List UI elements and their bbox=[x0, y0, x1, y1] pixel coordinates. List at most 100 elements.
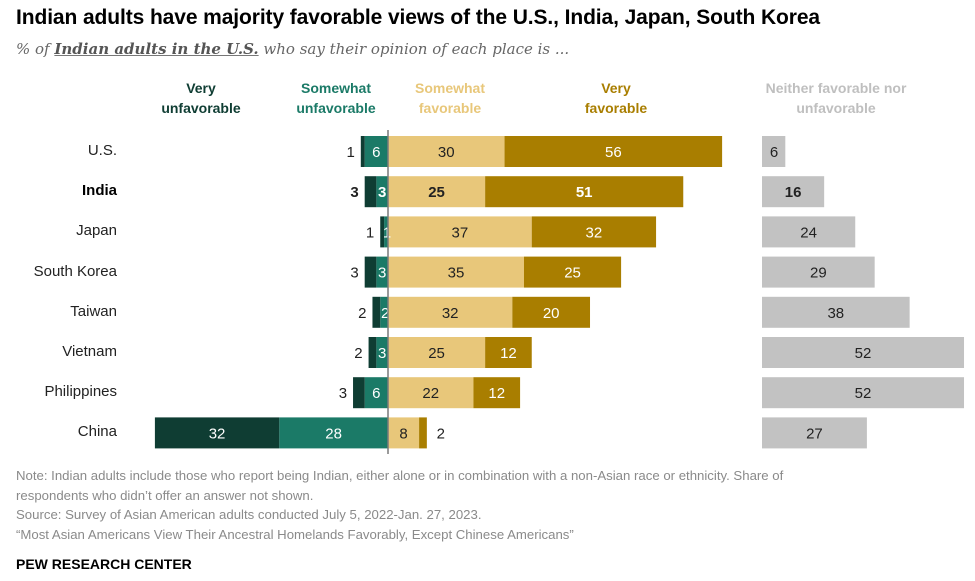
legend-label-line2: favorable bbox=[584, 100, 648, 116]
pew-research-center-logo: PEW RESEARCH CENTER bbox=[16, 556, 192, 572]
data-label-very-favorable: 32 bbox=[586, 224, 603, 241]
bar-somewhat-unfavorable bbox=[380, 296, 388, 328]
bar-somewhat-favorable bbox=[388, 256, 524, 288]
data-label-very-favorable: 2 bbox=[437, 425, 445, 442]
bar-very-favorable bbox=[512, 296, 591, 328]
bar-somewhat-unfavorable bbox=[364, 136, 388, 167]
bar-neither bbox=[762, 337, 965, 368]
data-label-somewhat-favorable: 8 bbox=[399, 425, 407, 442]
bar-somewhat-unfavorable bbox=[376, 337, 388, 368]
bar-very-favorable bbox=[485, 337, 532, 368]
category-label: India bbox=[81, 182, 117, 200]
bar-somewhat-unfavorable bbox=[364, 377, 388, 409]
data-label-somewhat-unfavorable: 3 bbox=[378, 265, 386, 282]
data-label-somewhat-favorable: 35 bbox=[448, 265, 465, 282]
bar-somewhat-unfavorable bbox=[376, 176, 388, 208]
legend-very-favorable: Very favorable bbox=[566, 78, 666, 118]
legend-somewhat-favorable: Somewhat favorable bbox=[400, 78, 500, 118]
data-label-neither: 38 bbox=[827, 305, 844, 322]
legend-label-line2: favorable bbox=[418, 100, 482, 116]
bar-somewhat-favorable bbox=[388, 216, 532, 248]
category-label: Vietnam bbox=[62, 343, 117, 360]
data-label-very-favorable: 56 bbox=[605, 144, 622, 161]
data-label-somewhat-unfavorable: 6 bbox=[372, 144, 380, 161]
bar-very-unfavorable bbox=[364, 176, 377, 208]
bar-very-unfavorable bbox=[364, 256, 377, 288]
data-label-somewhat-favorable: 37 bbox=[452, 224, 469, 241]
bar-very-favorable bbox=[485, 176, 684, 208]
bar-neither bbox=[762, 256, 875, 288]
source-line: Source: Survey of Asian American adults … bbox=[16, 507, 482, 522]
chart-subtitle: % of Indian adults in the U.S. who say t… bbox=[16, 40, 569, 58]
data-label-somewhat-unfavorable: 28 bbox=[325, 425, 342, 442]
category-label: China bbox=[77, 423, 117, 441]
data-label-somewhat-unfavorable: 1 bbox=[383, 224, 391, 241]
subtitle-suffix: who say their opinion of each place is .… bbox=[258, 40, 570, 58]
category-label: Philippines bbox=[44, 383, 117, 401]
data-label-somewhat-favorable: 25 bbox=[428, 345, 445, 362]
bar-very-unfavorable bbox=[380, 216, 385, 248]
bar-very-unfavorable bbox=[154, 417, 280, 449]
data-label-very-unfavorable: 2 bbox=[358, 305, 366, 322]
data-label-very-favorable: 51 bbox=[576, 184, 593, 201]
data-label-somewhat-unfavorable: 2 bbox=[381, 305, 389, 322]
bar-neither bbox=[762, 216, 856, 248]
category-label: Japan bbox=[76, 222, 117, 240]
data-label-neither: 52 bbox=[855, 385, 872, 402]
data-label-neither: 6 bbox=[770, 144, 778, 161]
data-label-somewhat-unfavorable: 3 bbox=[378, 184, 386, 201]
bar-very-unfavorable bbox=[372, 296, 381, 328]
data-label-very-unfavorable: 3 bbox=[350, 265, 358, 282]
legend-neither: Neither favorable nor unfavorable bbox=[746, 78, 926, 118]
data-label-very-favorable: 20 bbox=[543, 305, 560, 322]
bar-somewhat-favorable bbox=[388, 136, 505, 167]
data-label-neither: 27 bbox=[806, 425, 823, 442]
data-label-very-unfavorable: 1 bbox=[346, 144, 354, 161]
bar-very-favorable bbox=[419, 417, 427, 449]
category-label: South Korea bbox=[33, 262, 117, 280]
bar-very-unfavorable bbox=[353, 377, 365, 409]
bar-neither bbox=[762, 136, 786, 167]
bar-very-favorable bbox=[473, 377, 521, 409]
bar-somewhat-favorable bbox=[388, 417, 420, 449]
data-label-somewhat-unfavorable: 6 bbox=[372, 385, 380, 402]
legend-label-line2: unfavorable bbox=[796, 100, 876, 116]
bar-very-favorable bbox=[504, 136, 723, 167]
bar-very-unfavorable bbox=[360, 136, 365, 167]
bar-very-unfavorable bbox=[368, 337, 377, 368]
data-label-neither: 24 bbox=[800, 224, 817, 241]
data-label-somewhat-favorable: 25 bbox=[428, 184, 445, 201]
report-title-line: “Most Asian Americans View Their Ancestr… bbox=[16, 526, 574, 542]
legend-label-line1: Somewhat bbox=[414, 80, 485, 96]
bar-very-favorable bbox=[531, 216, 657, 248]
data-label-somewhat-favorable: 22 bbox=[422, 385, 439, 402]
subtitle-prefix: % of bbox=[16, 40, 55, 58]
data-label-neither: 16 bbox=[785, 184, 802, 201]
category-label: Taiwan bbox=[70, 302, 117, 320]
bar-very-favorable bbox=[523, 256, 622, 288]
bar-somewhat-favorable bbox=[388, 337, 486, 368]
chart-title: Indian adults have majority favorable vi… bbox=[16, 6, 820, 29]
bar-neither bbox=[762, 377, 965, 409]
data-label-very-favorable: 12 bbox=[488, 385, 505, 402]
note-line-1: Note: Indian adults include those who re… bbox=[16, 468, 784, 483]
bar-somewhat-unfavorable bbox=[384, 216, 388, 248]
data-label-somewhat-favorable: 30 bbox=[438, 144, 455, 161]
subtitle-emphasis: Indian adults in the U.S. bbox=[54, 40, 259, 58]
data-label-very-unfavorable: 3 bbox=[339, 385, 347, 402]
footnotes: Note: Indian adults include those who re… bbox=[16, 466, 916, 544]
legend-label-line2: unfavorable bbox=[161, 100, 241, 116]
data-label-somewhat-favorable: 32 bbox=[442, 305, 459, 322]
data-label-very-unfavorable: 32 bbox=[209, 425, 226, 442]
legend-label-line1: Somewhat bbox=[300, 80, 371, 96]
data-label-very-favorable: 12 bbox=[500, 345, 517, 362]
bar-somewhat-unfavorable bbox=[376, 256, 388, 288]
bar-somewhat-unfavorable bbox=[279, 417, 388, 449]
legend-label-line1: Very bbox=[601, 80, 631, 96]
bar-somewhat-favorable bbox=[388, 377, 474, 409]
bar-somewhat-favorable bbox=[388, 296, 513, 328]
data-label-somewhat-unfavorable: 3 bbox=[378, 345, 386, 362]
bar-neither bbox=[762, 176, 825, 208]
legend-somewhat-unfavorable: Somewhat unfavorable bbox=[284, 78, 388, 118]
